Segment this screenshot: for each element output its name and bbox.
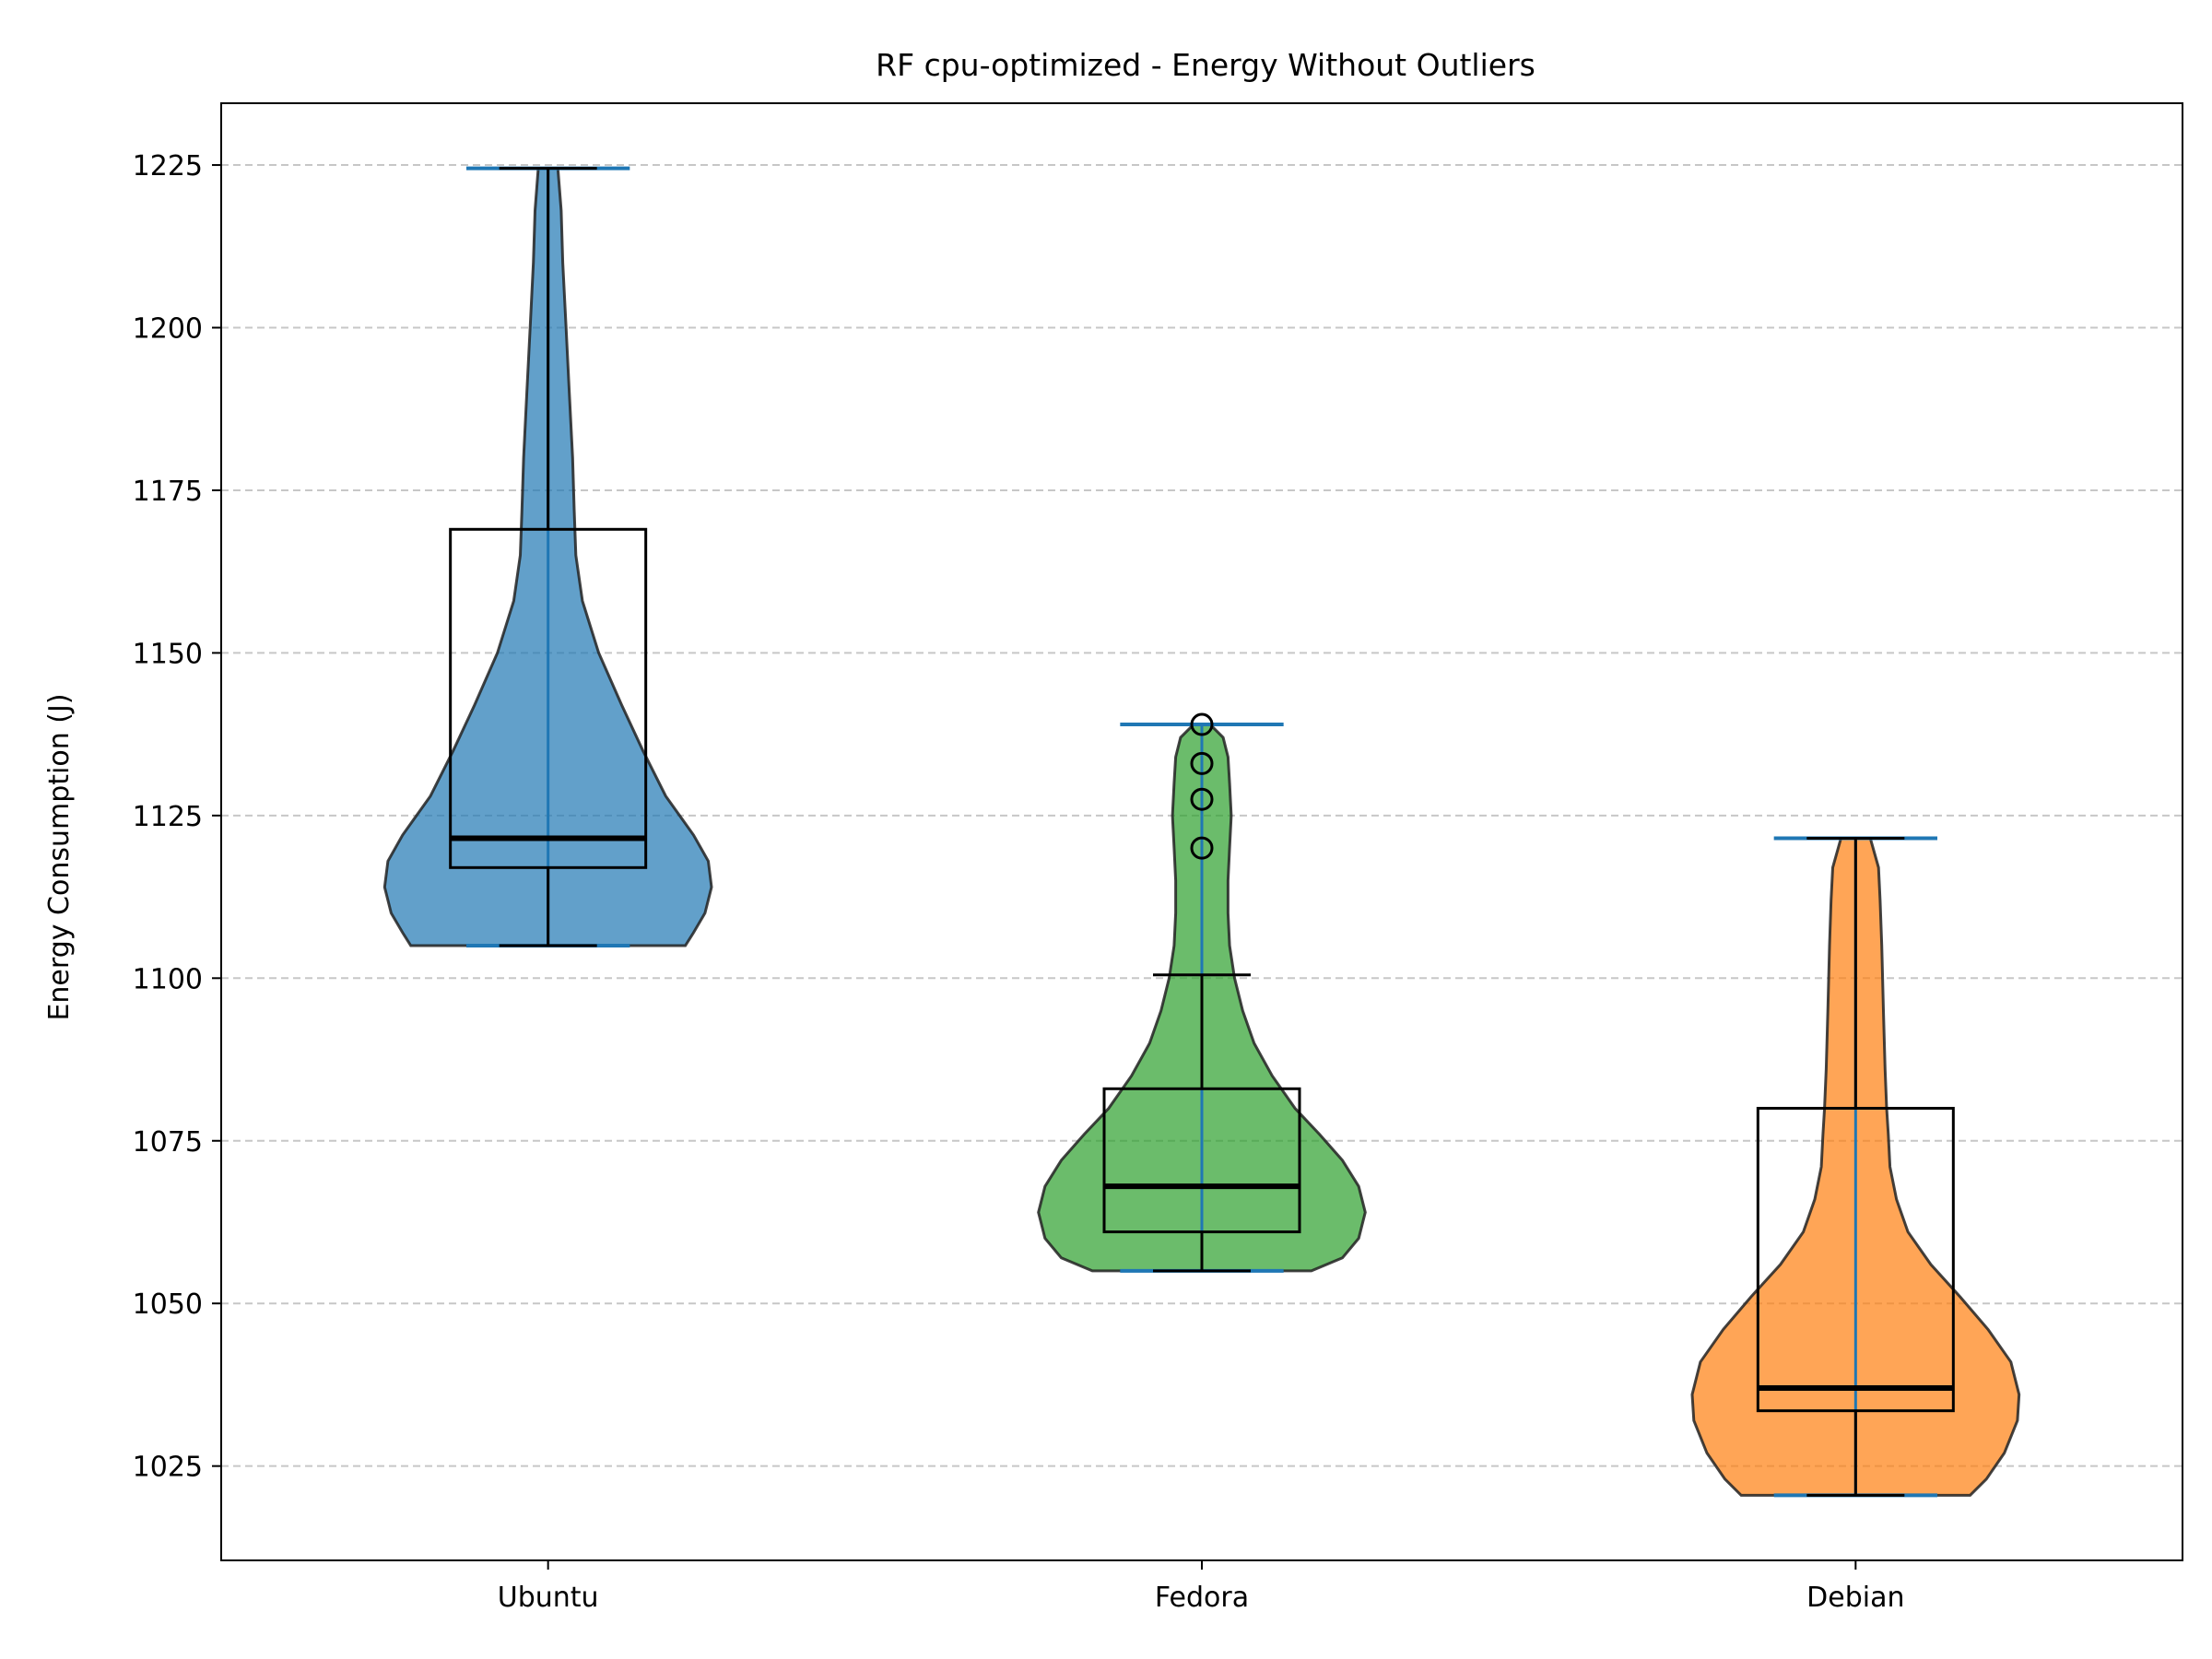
- y-tick-label: 1100: [133, 963, 203, 995]
- box-iqr: [1756, 1106, 1955, 1413]
- y-tick-label: 1150: [133, 638, 203, 670]
- plot-frame: [220, 102, 2183, 1561]
- flier-point: [1190, 712, 1214, 736]
- y-tick-label: 1125: [133, 801, 203, 833]
- chart-title: RF cpu-optimized - Energy Without Outlie…: [876, 47, 1535, 83]
- y-tick-label: 1225: [133, 150, 203, 182]
- boxplots: [449, 167, 1955, 1497]
- flier-point: [1190, 787, 1214, 811]
- violins: [382, 166, 2021, 1498]
- y-tick-label: 1075: [133, 1126, 203, 1159]
- x-tick-label: Fedora: [1155, 1582, 1249, 1614]
- x-tick-label: Ubuntu: [498, 1582, 599, 1614]
- x-tick-label: Debian: [1806, 1582, 1904, 1614]
- y-tick-label: 1200: [133, 313, 203, 346]
- y-tick-label: 1050: [133, 1288, 203, 1321]
- y-axis-label: Energy Consumption (J): [43, 693, 76, 1020]
- y-tick-label: 1025: [133, 1452, 203, 1484]
- flier-point: [1190, 836, 1214, 860]
- y-tick-label: 1175: [133, 476, 203, 508]
- x-axis-ticks: Ubuntu Fedora Debian: [498, 1560, 1905, 1614]
- flier-point: [1190, 751, 1214, 775]
- box-iqr: [449, 527, 648, 869]
- y-axis-ticks: 1025 1050 1075 1100 1125 1150 1175 1200 1225: [133, 150, 221, 1484]
- box-iqr: [1102, 1087, 1301, 1234]
